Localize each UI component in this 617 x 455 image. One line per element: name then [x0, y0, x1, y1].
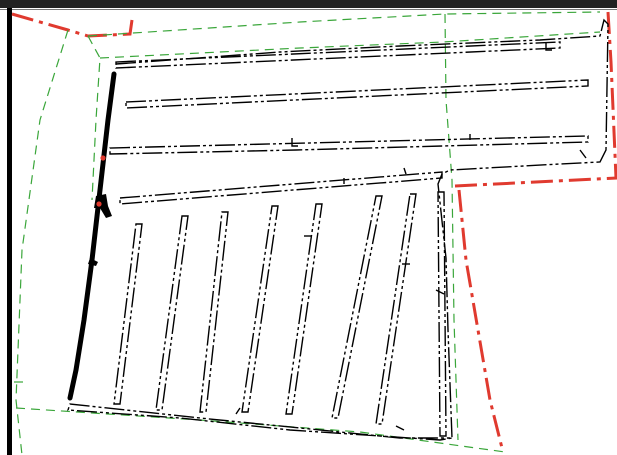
lot-strip-3	[109, 135, 589, 155]
notch-i	[435, 289, 445, 295]
red-boundary-right	[606, 11, 617, 179]
lot-column-1	[113, 223, 143, 405]
left-frame-bar	[7, 8, 12, 455]
lot-column-5	[285, 203, 323, 415]
lot-strip-4	[119, 171, 443, 205]
green-dashed-easement	[14, 11, 601, 455]
dash-dot-lot-outlines	[67, 18, 609, 441]
green-easement-inner-left	[87, 35, 101, 201]
lot-strip-2	[125, 79, 589, 109]
lot-column-7	[375, 193, 417, 425]
red-boundary-top-left	[11, 12, 134, 38]
red-parcel-boundary	[11, 11, 617, 453]
green-easement-top	[87, 11, 601, 37]
red-boundary-lower	[457, 189, 505, 453]
green-easement-vertical	[444, 13, 459, 441]
survey-marker-upper	[100, 155, 106, 161]
notch-k	[395, 425, 405, 431]
lot-column-3	[199, 211, 229, 413]
lot-column-2	[155, 215, 189, 411]
survey-marker-lower	[96, 201, 102, 207]
heavy-wall-line	[67, 71, 117, 401]
wall-junction-box	[94, 194, 112, 218]
lot-column-4	[241, 205, 279, 413]
heavy-black-wall	[67, 71, 117, 401]
green-easement-left	[15, 29, 69, 455]
green-easement-bottom	[15, 407, 506, 453]
red-survey-markers	[96, 155, 106, 207]
notch-j	[235, 407, 241, 415]
notch-d	[579, 149, 587, 159]
lot-column-6	[331, 195, 383, 419]
notch-a	[545, 42, 552, 51]
red-boundary-middle	[454, 176, 617, 188]
wall-stub	[88, 258, 98, 266]
lot-perimeter	[67, 18, 609, 441]
notch-b	[291, 138, 298, 147]
notch-f	[403, 167, 407, 175]
top-frame-bar	[0, 0, 617, 8]
lot-strip-1	[115, 41, 561, 69]
green-easement-upper	[99, 31, 601, 59]
lot-column-8	[437, 191, 447, 437]
